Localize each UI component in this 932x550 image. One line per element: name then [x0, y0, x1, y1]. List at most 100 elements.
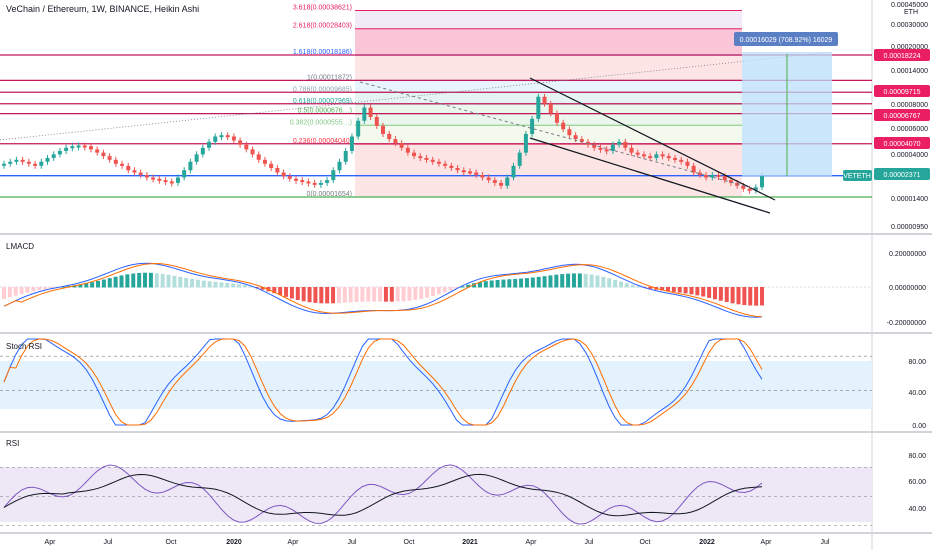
candle-body: [673, 157, 678, 160]
candle-body: [281, 172, 286, 177]
histogram-bar: [513, 278, 518, 288]
candle-body: [287, 176, 292, 179]
fib-level-label: 1.618(0.00018186): [293, 49, 352, 56]
stoch-band: [0, 361, 872, 409]
indicator-tick: 40.00: [908, 390, 926, 397]
price-badge: [874, 137, 930, 149]
price-tick: 0.00004000: [891, 152, 928, 159]
histogram-bar: [90, 282, 95, 288]
histogram-bar: [442, 287, 447, 293]
candle-body: [760, 175, 764, 188]
price-badge-label: 0.00006767: [884, 113, 921, 120]
candle-body: [144, 174, 149, 178]
candle-body: [480, 174, 485, 178]
candle-body: [120, 163, 125, 166]
histogram-bar: [301, 287, 306, 302]
candle-body: [107, 156, 112, 160]
histogram-bar: [96, 280, 101, 288]
fib-level-label: 3.618(0.00038621): [293, 5, 352, 12]
histogram-bar: [336, 287, 341, 304]
histogram-bar: [683, 287, 688, 294]
candle-body: [461, 170, 466, 173]
candle-body: [443, 163, 448, 166]
fib-level-label: 0.382(0.0000555…): [290, 119, 352, 126]
indicator-tick: 40.00: [908, 506, 926, 513]
price-axis[interactable]: 0.00045000 0.00030000 0.00020000 0.00014000…: [843, 2, 930, 513]
candle-body: [704, 174, 709, 178]
histogram-bar: [360, 287, 365, 302]
fib-level-label: 0(0.00001654): [306, 191, 352, 198]
histogram-bar: [154, 273, 159, 288]
histogram-bar: [413, 287, 418, 300]
histogram-bar: [689, 287, 694, 295]
histogram-bar: [37, 287, 42, 291]
histogram-bar: [131, 273, 136, 288]
fib-zone: [355, 55, 742, 81]
histogram-bar: [231, 283, 236, 288]
trend-drawings[interactable]: 0.00016029 (708.92%) 16029: [0, 32, 838, 214]
candle-body: [387, 133, 392, 140]
candle-body: [554, 113, 559, 123]
candle-body: [343, 150, 348, 162]
histogram-bar: [760, 287, 764, 306]
histogram-bar: [524, 278, 529, 288]
candle-body: [617, 141, 622, 145]
candle-body: [368, 107, 373, 117]
candle-body: [505, 177, 510, 186]
candle-body: [207, 141, 212, 148]
fib-level-label: 1(0.00011872): [307, 74, 352, 81]
time-axis[interactable]: Apr Jul Oct 2020 Apr Jul Oct 2021 Apr Jul Oct 2022 A…: [45, 539, 830, 546]
candle-body: [88, 146, 93, 150]
candle-body: [95, 149, 100, 153]
candle-body: [648, 156, 653, 159]
fib-zone: [355, 125, 742, 145]
histogram-bar: [701, 287, 706, 297]
histogram-bar: [225, 282, 230, 288]
candle-body: [604, 149, 609, 152]
candle-body: [424, 157, 429, 160]
candle-body: [269, 163, 274, 168]
histogram-bar: [730, 287, 735, 304]
candle-body: [26, 161, 31, 164]
candle-body: [194, 154, 199, 162]
candle-body: [113, 159, 118, 164]
candle-body: [436, 161, 441, 164]
histogram-bar: [566, 273, 571, 288]
histogram-bar: [366, 287, 371, 302]
price-badge-label: 0.00018224: [884, 53, 921, 60]
price-badge-label: 0.00009715: [884, 89, 921, 96]
candle-body: [412, 152, 417, 157]
candle-body: [741, 185, 746, 189]
histogram-bar: [49, 287, 54, 289]
histogram-bar: [19, 287, 24, 295]
candle-body: [517, 152, 522, 166]
histogram-bar: [125, 274, 130, 288]
histogram-bar: [166, 274, 171, 288]
candle-body: [747, 188, 752, 191]
histogram-bar: [84, 283, 89, 288]
fibonacci-extension-tool[interactable]: 3.618(0.00038621) 2.618(0.00028403) 1.618(…: [0, 5, 872, 198]
candle-body: [542, 96, 547, 104]
indicator-tick: -0.20000000: [887, 320, 926, 327]
candle-body: [33, 163, 38, 166]
candle-body: [592, 144, 597, 148]
candle-body: [157, 178, 162, 181]
histogram-bar: [160, 273, 165, 288]
histogram-bar: [495, 279, 500, 288]
price-tick: 0.00014000: [891, 68, 928, 75]
histogram-bar: [372, 287, 377, 302]
candle-body: [523, 133, 528, 153]
histogram-bar: [278, 287, 283, 295]
histogram-bar: [313, 287, 318, 303]
histogram-bar: [13, 287, 18, 296]
candle-body: [393, 139, 398, 144]
histogram-bar: [472, 283, 477, 288]
histogram-bar: [595, 275, 600, 288]
histogram-bar: [671, 287, 676, 292]
histogram-bar: [636, 286, 641, 288]
histogram-bar: [501, 279, 506, 288]
histogram-bar: [354, 287, 359, 303]
candle-body: [598, 147, 603, 150]
histogram-bar: [425, 287, 430, 298]
